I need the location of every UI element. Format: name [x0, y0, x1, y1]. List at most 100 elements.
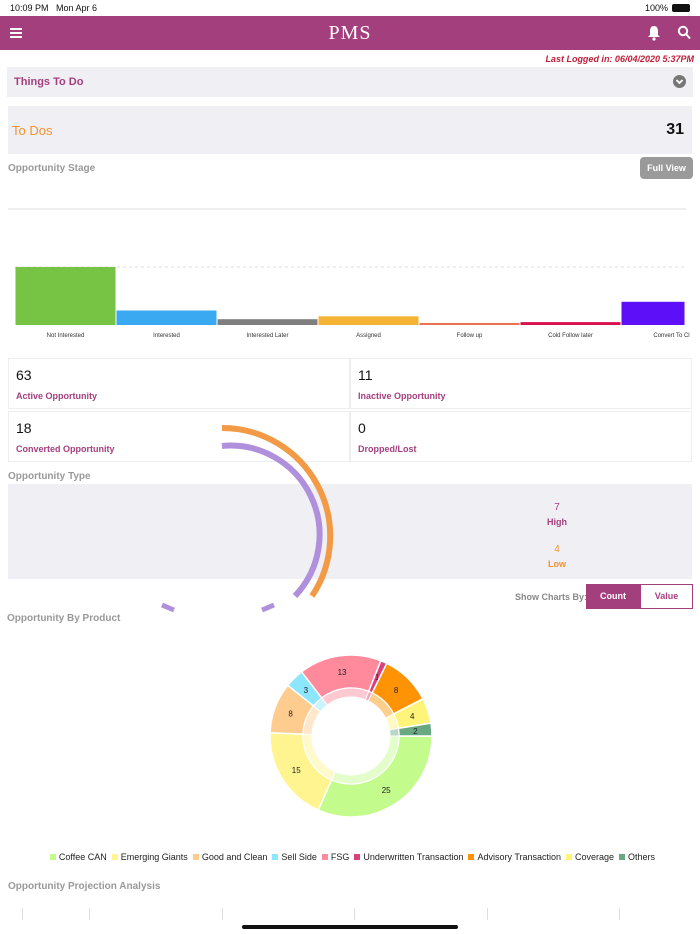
- opportunity-type-title: Opportunity Type: [8, 471, 91, 482]
- battery-icon: [672, 4, 690, 12]
- donut-inner-slice: [321, 687, 370, 706]
- bar-label: Interested Later: [246, 333, 288, 339]
- legend-item[interactable]: Underwritten Transaction: [363, 852, 464, 862]
- things-to-do-panel[interactable]: Things To Do: [7, 67, 693, 97]
- bar-convert-to-cl[interactable]: [621, 301, 685, 325]
- hamburger-icon[interactable]: [10, 28, 22, 38]
- legend-item[interactable]: Advisory Transaction: [477, 852, 562, 862]
- legend-item[interactable]: Emerging Giants: [120, 852, 188, 862]
- opportunity-type-panel: 7 High 4 Low: [8, 484, 692, 579]
- donut-value-label: 3: [304, 686, 309, 695]
- legend-swatch: [468, 854, 475, 860]
- bar-follow-up[interactable]: [419, 322, 520, 325]
- opportunity-by-product-title: Opportunity By Product: [7, 613, 121, 624]
- bar-interested[interactable]: [116, 310, 217, 326]
- opportunity-stage-title: Opportunity Stage: [8, 163, 96, 174]
- count-toggle[interactable]: Count: [586, 584, 640, 609]
- donut-inner-slice: [388, 727, 400, 737]
- gauge-arc-high: [221, 442, 323, 599]
- low-value: 4: [554, 544, 560, 555]
- todos-label: To Dos: [12, 123, 53, 138]
- donut-value-label: 8: [394, 686, 399, 695]
- legend-item[interactable]: FSG: [330, 852, 350, 862]
- legend-swatch: [321, 854, 328, 860]
- legend-swatch: [619, 854, 626, 860]
- status-time: 10:09 PM: [10, 3, 49, 13]
- donut-inner-slice: [312, 697, 328, 713]
- projection-title: Opportunity Projection Analysis: [8, 881, 161, 892]
- bar-cold-follow-later[interactable]: [520, 322, 621, 325]
- gauge-fragment: [261, 602, 275, 613]
- bar-label: Convert To Cl: [653, 333, 689, 339]
- status-date: Mon Apr 6: [56, 3, 98, 13]
- product-donut-chart: 25 15 8 3 13 1 8 4 2: [269, 654, 433, 818]
- stat-card[interactable]: 11 Inactive Opportunity: [350, 358, 692, 409]
- high-value: 7: [554, 502, 560, 513]
- status-bar: 10:09 PM Mon Apr 6 100%: [0, 0, 700, 16]
- legend-item[interactable]: Coffee CAN: [58, 852, 107, 862]
- gauge-arc-low: [221, 424, 334, 598]
- show-charts-label: Show Charts By:: [515, 592, 588, 602]
- app-header: PMS: [0, 16, 700, 50]
- bar-not-interested[interactable]: [15, 267, 116, 325]
- last-logged-in: Last Logged in: 06/04/2020 5:37PM: [545, 54, 694, 64]
- stat-label: Active Opportunity: [16, 391, 98, 401]
- stat-value: 11: [358, 367, 373, 383]
- bar-label: Cold Follow later: [548, 333, 593, 339]
- todos-count: 31: [666, 121, 684, 138]
- home-indicator: [242, 925, 458, 929]
- things-to-do-label: Things To Do: [14, 76, 84, 88]
- stat-value: 18: [16, 420, 32, 436]
- bar-label: Assigned: [356, 333, 381, 339]
- bar-interested-later[interactable]: [217, 319, 318, 325]
- product-legend: Coffee CAN Emerging Giants Good and Clean S…: [0, 852, 700, 862]
- todos-panel[interactable]: To Dos 31: [8, 106, 692, 154]
- stat-value: 63: [16, 367, 32, 383]
- donut-value-label: 4: [410, 712, 415, 721]
- donut-slice-others[interactable]: [397, 722, 433, 737]
- donut-inner-slice: [302, 733, 336, 781]
- bell-icon[interactable]: [647, 25, 661, 41]
- legend-swatch: [566, 854, 573, 860]
- low-label: Low: [548, 559, 566, 569]
- search-icon[interactable]: [677, 25, 691, 40]
- gauge-fragment: [161, 602, 175, 613]
- bar-assigned[interactable]: [318, 316, 419, 325]
- stat-label: Dropped/Lost: [358, 444, 417, 454]
- app-title: PMS: [328, 22, 372, 44]
- stat-card[interactable]: 0 Dropped/Lost: [350, 411, 692, 462]
- opportunity-type-gauge: [161, 424, 334, 613]
- legend-item[interactable]: Good and Clean: [201, 852, 268, 862]
- legend-swatch: [272, 854, 279, 860]
- battery-text: 100%: [644, 3, 668, 13]
- legend-item[interactable]: Sell Side: [281, 852, 317, 862]
- bar-label: Not Interested: [47, 333, 85, 339]
- donut-inner-slice: [302, 705, 322, 735]
- donut-inner-slice: [384, 713, 399, 731]
- donut-inner-slice: [364, 690, 373, 702]
- bar-label: Follow up: [457, 333, 483, 339]
- stat-label: Inactive Opportunity: [358, 391, 446, 401]
- legend-swatch: [49, 854, 56, 860]
- legend-item[interactable]: Others: [628, 852, 656, 862]
- legend-swatch: [111, 854, 118, 860]
- legend-swatch: [192, 854, 199, 860]
- value-toggle[interactable]: Value: [640, 584, 693, 609]
- bar-label: Interested: [153, 333, 180, 339]
- donut-value-label: 1: [375, 673, 380, 682]
- stat-value: 0: [358, 420, 366, 436]
- full-view-button[interactable]: Full View: [640, 157, 693, 179]
- legend-swatch: [354, 854, 361, 860]
- stage-bar-chart: Not Interested Interested Interested Later…: [8, 208, 690, 339]
- donut-value-label: 13: [338, 668, 347, 677]
- donut-inner-slice: [367, 692, 395, 719]
- chevron-down-icon[interactable]: [673, 75, 686, 88]
- donut-slice-coffee-can[interactable]: [317, 735, 433, 818]
- legend-item[interactable]: Coverage: [575, 852, 615, 862]
- projection-chart: [22, 908, 622, 920]
- stat-label: Converted Opportunity: [16, 444, 115, 454]
- donut-value-label: 8: [288, 709, 293, 718]
- high-label: High: [547, 517, 567, 527]
- stat-card[interactable]: 63 Active Opportunity: [8, 358, 350, 409]
- donut-value-label: 2: [413, 727, 418, 736]
